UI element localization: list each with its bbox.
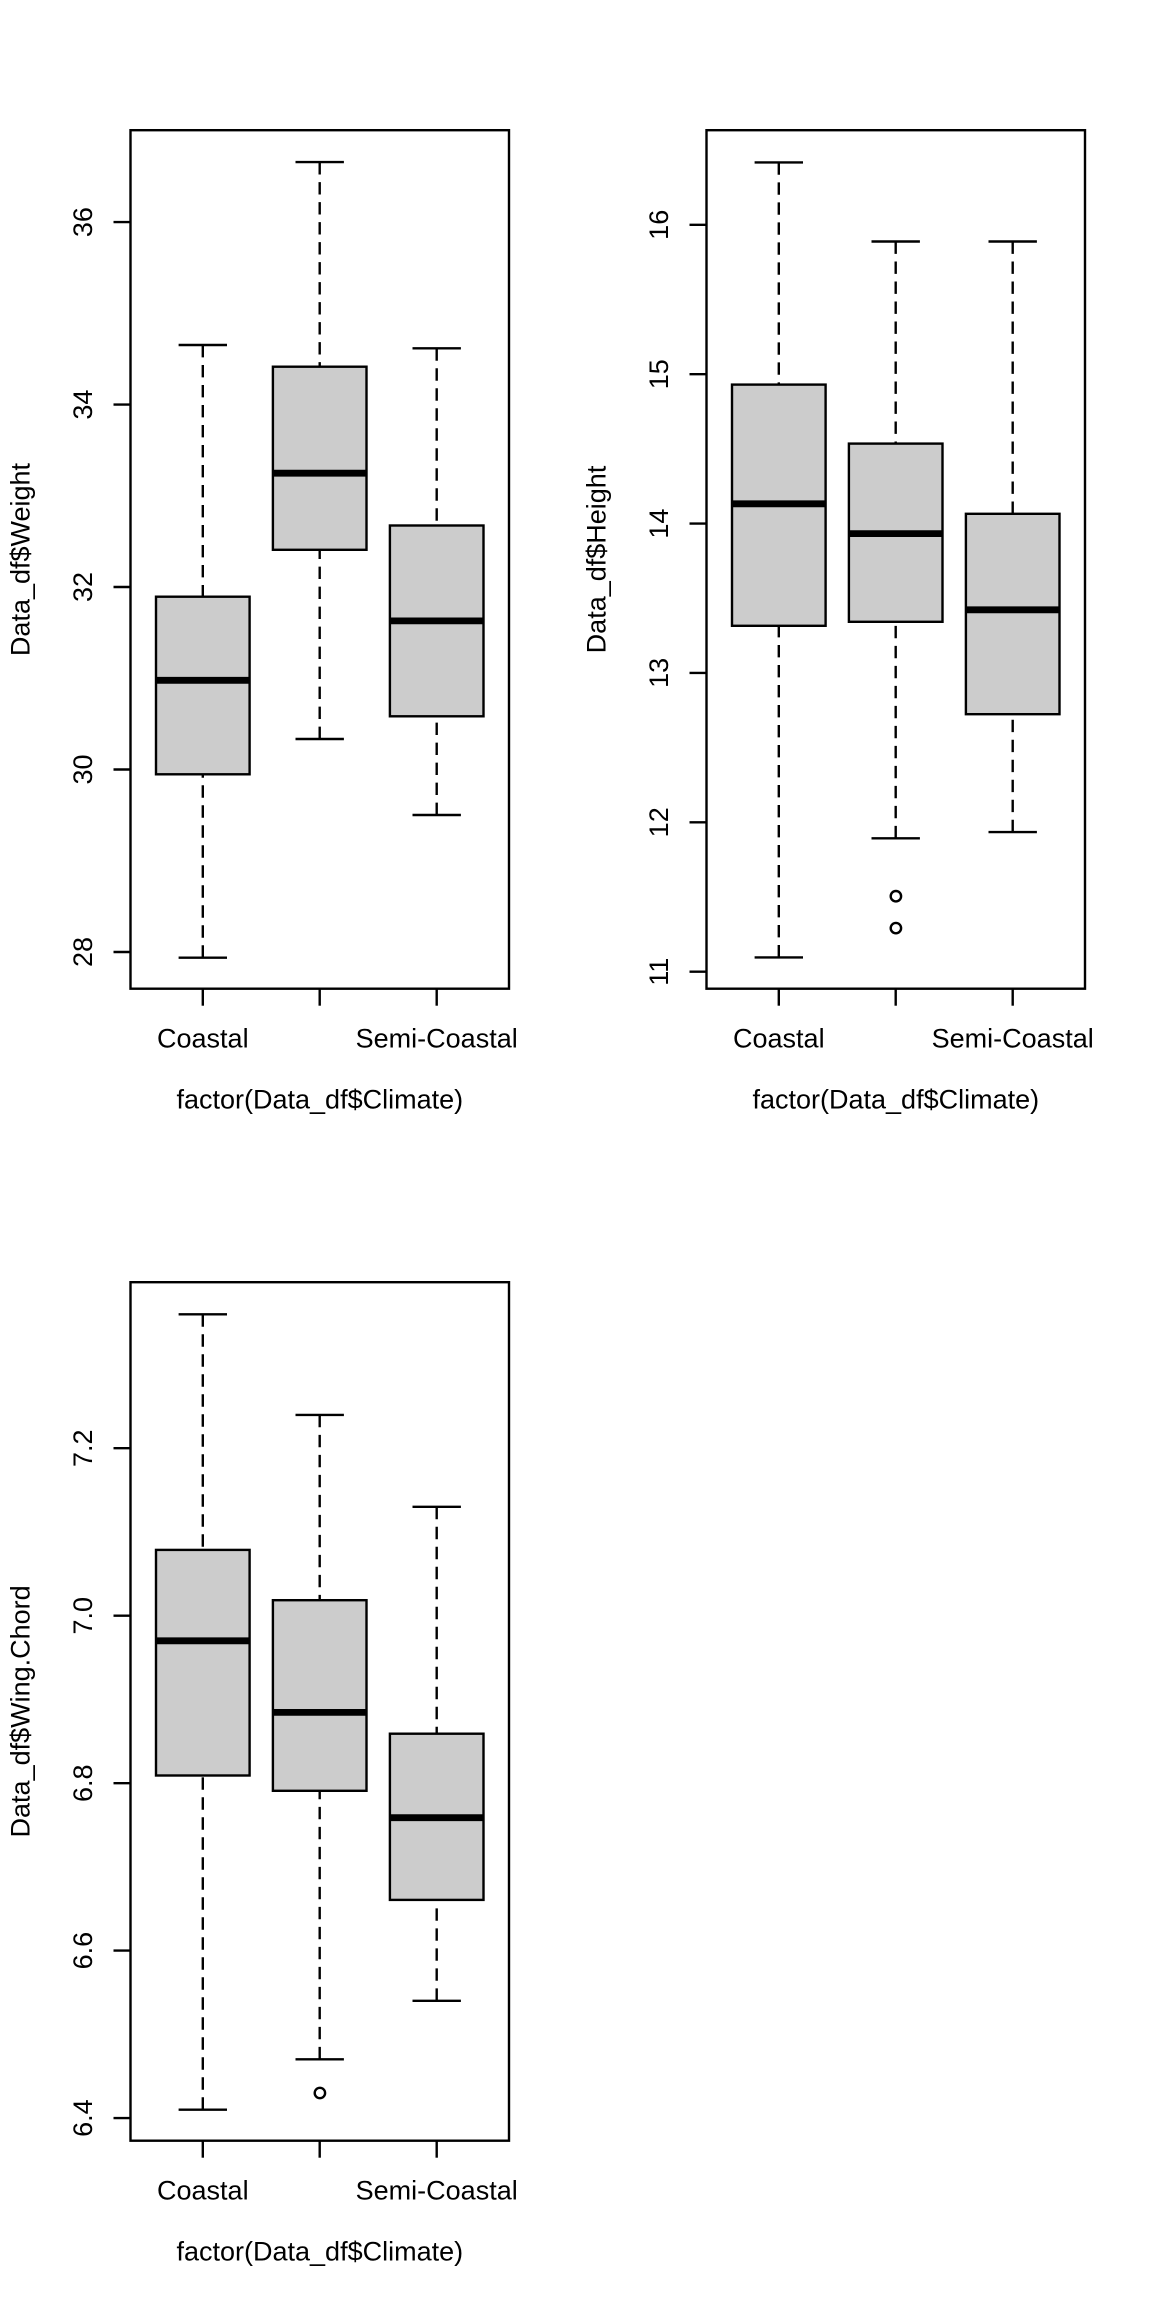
svg-text:Data_df$Height: Data_df$Height <box>582 465 612 653</box>
svg-text:34: 34 <box>68 390 98 420</box>
svg-text:30: 30 <box>68 754 98 784</box>
svg-text:28: 28 <box>68 937 98 967</box>
svg-text:6.4: 6.4 <box>68 2099 98 2137</box>
svg-text:Coastal: Coastal <box>157 1024 249 1054</box>
svg-text:13: 13 <box>644 658 674 688</box>
svg-text:6.6: 6.6 <box>68 1932 98 1970</box>
svg-text:Semi-Coastal: Semi-Coastal <box>932 1024 1094 1054</box>
svg-text:16: 16 <box>644 210 674 240</box>
svg-text:Data_df$Wing.Chord: Data_df$Wing.Chord <box>6 1585 36 1837</box>
svg-text:Coastal: Coastal <box>733 1024 825 1054</box>
svg-text:7.0: 7.0 <box>68 1597 98 1635</box>
svg-text:Semi-Coastal: Semi-Coastal <box>356 2176 518 2206</box>
svg-text:Semi-Coastal: Semi-Coastal <box>356 1024 518 1054</box>
svg-text:14: 14 <box>644 509 674 539</box>
svg-text:11: 11 <box>644 958 674 986</box>
svg-text:Data_df$Weight: Data_df$Weight <box>6 462 36 656</box>
svg-text:factor(Data_df$Climate): factor(Data_df$Climate) <box>176 2236 463 2266</box>
svg-text:36: 36 <box>68 207 98 237</box>
svg-text:32: 32 <box>68 572 98 602</box>
svg-text:factor(Data_df$Climate): factor(Data_df$Climate) <box>176 1084 463 1114</box>
svg-text:factor(Data_df$Climate): factor(Data_df$Climate) <box>752 1084 1039 1114</box>
svg-text:6.8: 6.8 <box>68 1764 98 1802</box>
svg-text:15: 15 <box>644 359 674 389</box>
svg-text:7.2: 7.2 <box>68 1429 98 1467</box>
svg-text:Coastal: Coastal <box>157 2176 249 2206</box>
svg-text:12: 12 <box>644 807 674 837</box>
